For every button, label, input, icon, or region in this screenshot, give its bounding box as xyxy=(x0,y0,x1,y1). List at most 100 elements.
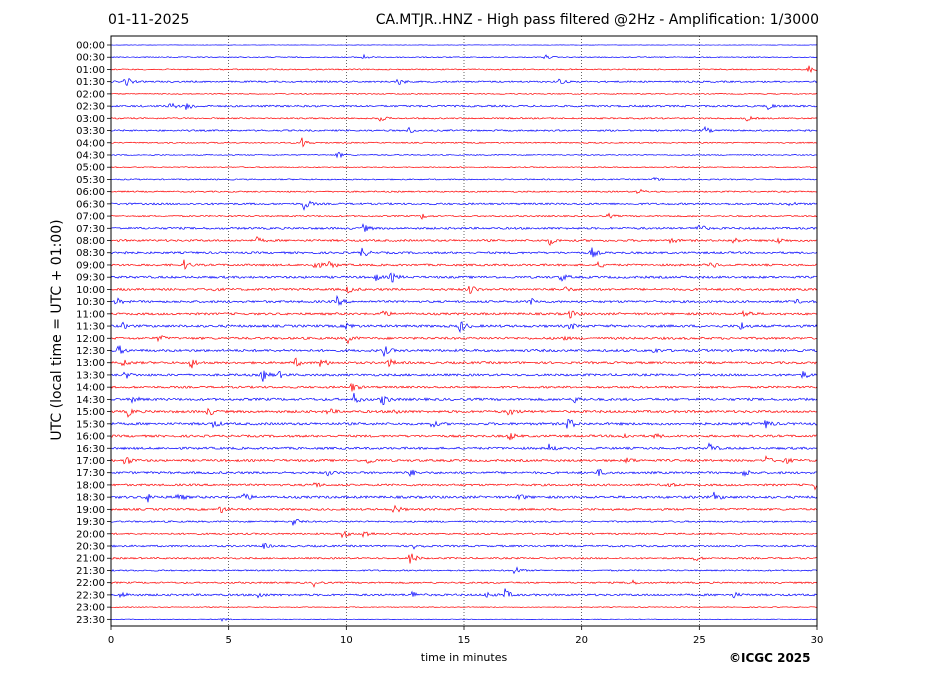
seismic-trace xyxy=(110,188,818,195)
y-tick-label: 20:00 xyxy=(76,529,105,540)
y-tick-label: 23:30 xyxy=(76,615,105,626)
seismic-trace xyxy=(110,392,818,406)
y-tick-label: 15:30 xyxy=(76,419,105,430)
seismic-trace xyxy=(110,482,818,491)
x-tick-label: 20 xyxy=(575,635,588,646)
seismic-trace xyxy=(110,442,818,451)
y-tick-label: 12:30 xyxy=(76,346,105,357)
y-tick-label: 18:30 xyxy=(76,493,105,504)
y-tick-label: 19:30 xyxy=(76,517,105,528)
seismic-trace xyxy=(110,566,818,575)
y-tick-label: 16:30 xyxy=(76,444,105,455)
seismic-trace xyxy=(110,370,818,382)
y-tick-label: 06:30 xyxy=(76,199,105,210)
seismic-trace xyxy=(110,92,818,95)
seismic-trace xyxy=(110,419,818,429)
y-tick-label: 11:30 xyxy=(76,322,105,333)
x-tick-label: 15 xyxy=(458,635,471,646)
seismic-trace xyxy=(110,407,818,418)
seismic-trace xyxy=(110,166,817,169)
y-tick-label: 03:00 xyxy=(76,114,105,125)
y-tick-label: 23:00 xyxy=(76,603,105,614)
y-tick-label: 13:00 xyxy=(76,358,105,369)
seismic-trace xyxy=(110,309,818,319)
seismic-trace xyxy=(110,137,818,148)
y-tick-label: 17:00 xyxy=(76,456,105,467)
seismic-trace xyxy=(110,491,818,503)
y-tick-label: 06:00 xyxy=(76,187,105,198)
y-tick-label: 05:00 xyxy=(76,163,105,174)
seismic-trace xyxy=(110,200,818,211)
y-tick-label: 07:30 xyxy=(76,224,105,235)
seismic-trace xyxy=(110,259,818,270)
y-tick-label: 02:00 xyxy=(76,89,105,100)
seismic-trace xyxy=(110,272,818,283)
seismic-trace xyxy=(110,286,818,295)
x-axis-label: time in minutes xyxy=(420,651,508,664)
seismic-trace xyxy=(110,618,818,622)
y-tick-label: 14:00 xyxy=(76,383,105,394)
seismic-trace xyxy=(110,518,818,526)
seismic-trace xyxy=(110,115,818,122)
seismic-trace xyxy=(110,65,818,73)
y-tick-label: 00:00 xyxy=(76,41,105,52)
seismic-trace xyxy=(110,588,818,599)
seismic-trace xyxy=(110,382,818,392)
seismic-trace xyxy=(110,321,818,334)
y-tick-label: 18:00 xyxy=(76,480,105,491)
y-tick-label: 17:30 xyxy=(76,468,105,479)
y-tick-label: 22:00 xyxy=(76,578,105,589)
seismic-trace xyxy=(110,151,818,159)
y-tick-label: 14:30 xyxy=(76,395,105,406)
seismic-trace xyxy=(110,223,818,232)
copyright-label: ©ICGC 2025 xyxy=(729,651,811,665)
seismic-trace xyxy=(110,345,818,357)
y-tick-label: 07:00 xyxy=(76,212,105,223)
y-tick-label: 11:00 xyxy=(76,309,105,320)
y-tick-label: 19:00 xyxy=(76,505,105,516)
seismic-trace xyxy=(110,294,818,306)
y-tick-label: 21:00 xyxy=(76,554,105,565)
y-tick-label: 12:00 xyxy=(76,334,105,345)
chart-title: CA.MTJR..HNZ - High pass filtered @2Hz -… xyxy=(375,12,819,28)
y-tick-label: 00:30 xyxy=(76,53,105,64)
seismic-trace xyxy=(110,357,818,369)
y-tick-label: 01:00 xyxy=(76,65,105,76)
seismic-trace xyxy=(110,606,818,608)
y-tick-label: 01:30 xyxy=(76,77,105,88)
y-tick-label: 13:30 xyxy=(76,370,105,381)
y-axis-label: UTC (local time = UTC + 01:00) xyxy=(49,219,65,441)
seismic-trace xyxy=(110,542,818,550)
seismic-trace xyxy=(110,553,818,564)
y-tick-label: 08:00 xyxy=(76,236,105,247)
seismic-trace xyxy=(110,468,818,477)
x-tick-label: 30 xyxy=(811,635,824,646)
seismic-trace xyxy=(110,247,818,258)
seismic-trace xyxy=(110,236,818,246)
seismic-trace xyxy=(110,455,818,465)
seismic-trace xyxy=(110,432,818,441)
y-tick-label: 02:30 xyxy=(76,102,105,113)
seismic-trace xyxy=(110,335,818,345)
y-tick-label: 04:00 xyxy=(76,138,105,149)
seismic-trace xyxy=(110,504,818,514)
seismic-trace xyxy=(110,77,818,87)
y-tick-label: 09:30 xyxy=(76,273,105,284)
seismic-trace xyxy=(110,125,818,134)
x-tick-label: 10 xyxy=(340,635,353,646)
y-tick-label: 05:30 xyxy=(76,175,105,186)
seismic-trace xyxy=(110,53,818,60)
y-tick-label: 09:00 xyxy=(76,260,105,271)
y-tick-label: 03:30 xyxy=(76,126,105,137)
seismic-trace xyxy=(110,212,818,220)
y-tick-label: 08:30 xyxy=(76,248,105,259)
chart-date: 01-11-2025 xyxy=(108,12,190,28)
seismic-trace xyxy=(110,579,818,588)
x-tick-label: 5 xyxy=(225,635,231,646)
seismic-trace xyxy=(110,102,818,111)
y-tick-label: 04:30 xyxy=(76,150,105,161)
seismic-trace xyxy=(110,530,818,539)
y-tick-label: 20:30 xyxy=(76,542,105,553)
x-tick-label: 25 xyxy=(693,635,706,646)
